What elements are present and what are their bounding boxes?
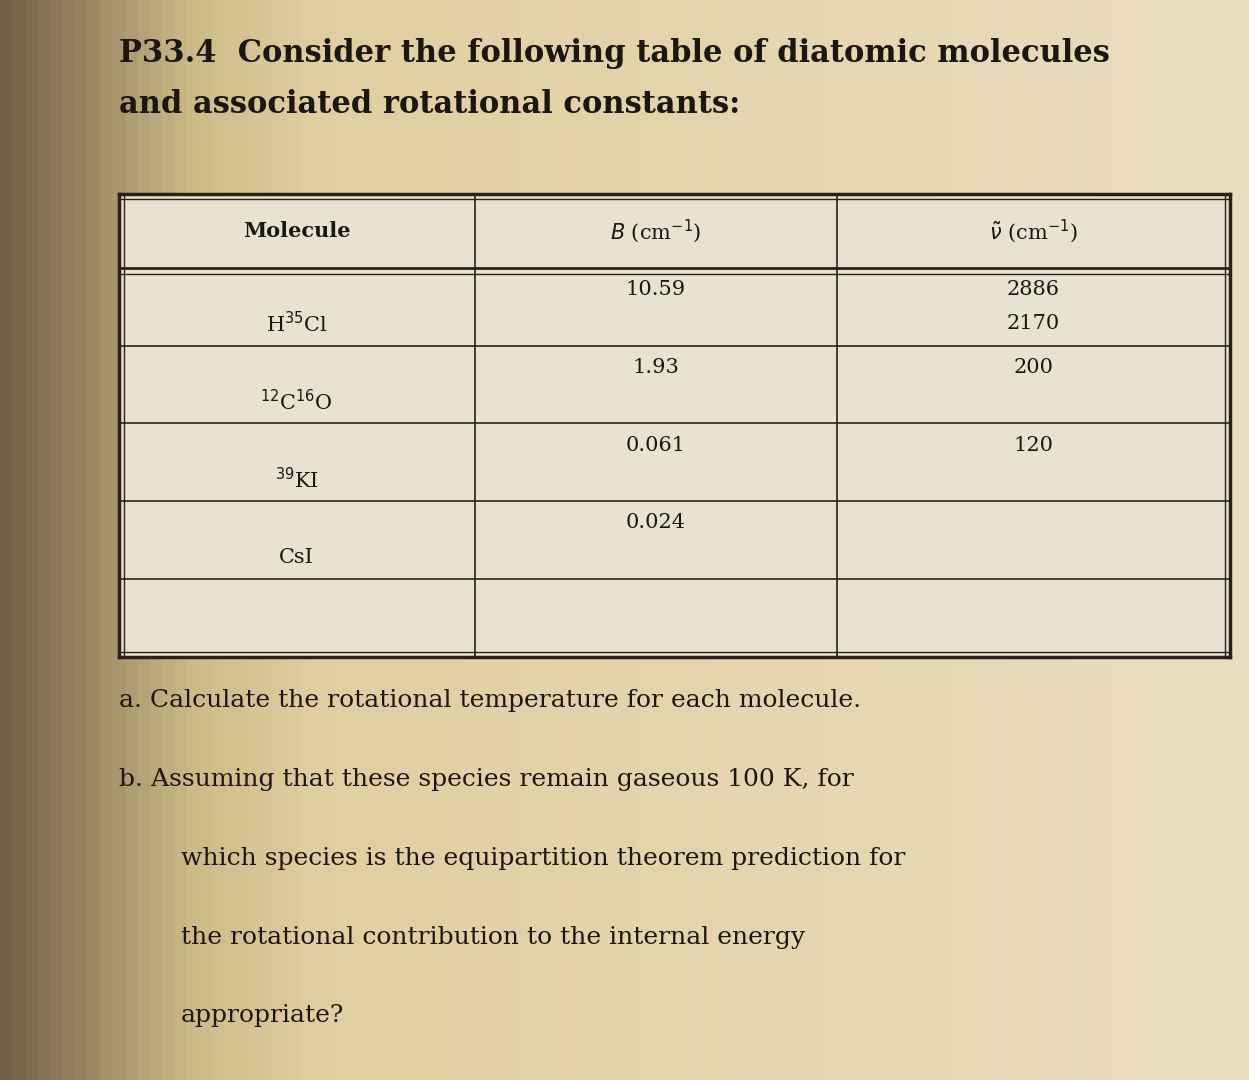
- Text: CsI: CsI: [280, 548, 313, 567]
- FancyBboxPatch shape: [119, 194, 1230, 657]
- Text: and associated rotational constants:: and associated rotational constants:: [119, 89, 739, 120]
- Text: b. Assuming that these species remain gaseous 100 K, for: b. Assuming that these species remain ga…: [119, 768, 853, 791]
- Text: the rotational contribution to the internal energy: the rotational contribution to the inter…: [181, 926, 806, 948]
- Text: 200: 200: [1013, 357, 1054, 377]
- Text: P33.4  Consider the following table of diatomic molecules: P33.4 Consider the following table of di…: [119, 38, 1109, 69]
- Text: $\tilde{\nu}$ (cm$^{-1}$): $\tilde{\nu}$ (cm$^{-1}$): [989, 217, 1078, 245]
- Text: H$^{35}$Cl: H$^{35}$Cl: [266, 311, 327, 337]
- Text: 2886: 2886: [1007, 280, 1060, 299]
- Text: $^{39}$KI: $^{39}$KI: [275, 467, 318, 492]
- Text: $^{12}$C$^{16}$O: $^{12}$C$^{16}$O: [260, 389, 333, 415]
- Text: 0.061: 0.061: [626, 435, 686, 455]
- Text: a. Calculate the rotational temperature for each molecule.: a. Calculate the rotational temperature …: [119, 689, 861, 712]
- Text: appropriate?: appropriate?: [181, 1004, 345, 1027]
- Text: 1.93: 1.93: [632, 357, 679, 377]
- Text: 120: 120: [1013, 435, 1054, 455]
- Text: 0.024: 0.024: [626, 513, 686, 532]
- Text: 10.59: 10.59: [626, 280, 686, 299]
- Text: 2170: 2170: [1007, 314, 1060, 334]
- Text: which species is the equipartition theorem prediction for: which species is the equipartition theor…: [181, 847, 906, 869]
- Text: Molecule: Molecule: [242, 221, 351, 241]
- Text: $B$ (cm$^{-1}$): $B$ (cm$^{-1}$): [610, 217, 702, 245]
